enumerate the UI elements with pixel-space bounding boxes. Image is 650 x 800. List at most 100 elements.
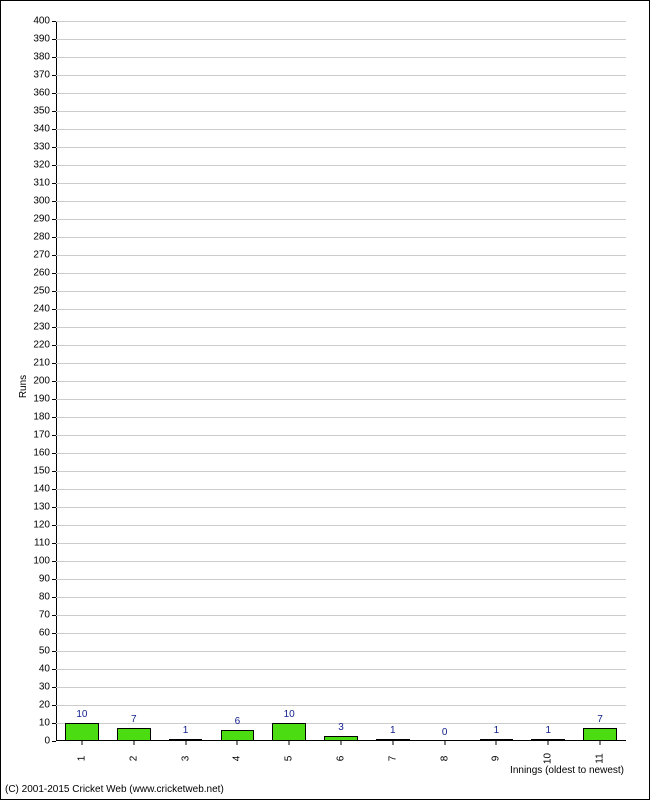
y-tick-label: 180 — [33, 412, 50, 423]
y-tick-label: 120 — [33, 520, 50, 531]
gridline — [56, 363, 626, 364]
bar-value-label: 7 — [597, 714, 603, 725]
y-tick-label: 390 — [33, 34, 50, 45]
gridline — [56, 687, 626, 688]
y-tick-label: 150 — [33, 466, 50, 477]
bar-value-label: 10 — [76, 709, 87, 720]
y-tick-label: 170 — [33, 430, 50, 441]
gridline — [56, 201, 626, 202]
y-tick-label: 70 — [39, 610, 50, 621]
gridline — [56, 165, 626, 166]
x-tick-label: 4 — [232, 756, 243, 762]
y-tick-label: 140 — [33, 484, 50, 495]
y-tick-label: 210 — [33, 358, 50, 369]
y-tick-label: 300 — [33, 196, 50, 207]
gridline — [56, 327, 626, 328]
bar-value-label: 7 — [131, 714, 137, 725]
gridline — [56, 345, 626, 346]
bar-value-label: 10 — [284, 709, 295, 720]
bar-value-label: 6 — [235, 716, 241, 727]
y-tick-label: 30 — [39, 682, 50, 693]
y-tick-label: 230 — [33, 322, 50, 333]
y-tick-label: 350 — [33, 106, 50, 117]
gridline — [56, 291, 626, 292]
bar — [272, 723, 306, 741]
gridline — [56, 399, 626, 400]
y-tick-label: 80 — [39, 592, 50, 603]
bar-value-label: 0 — [442, 727, 448, 738]
gridline — [56, 471, 626, 472]
y-tick-label: 110 — [34, 538, 50, 549]
plot-area: 0102030405060708090100110120130140150160… — [56, 21, 626, 741]
x-tick-label: 11 — [595, 753, 606, 763]
gridline — [56, 21, 626, 22]
y-tick-label: 380 — [33, 52, 50, 63]
gridline — [56, 615, 626, 616]
y-axis-label: Runs — [18, 375, 29, 398]
bar — [117, 728, 151, 741]
gridline — [56, 75, 626, 76]
y-tick-label: 200 — [33, 376, 50, 387]
y-tick-label: 130 — [33, 502, 50, 513]
y-tick-label: 320 — [33, 160, 50, 171]
gridline — [56, 435, 626, 436]
y-tick-label: 100 — [33, 556, 50, 567]
bar — [221, 730, 255, 741]
y-tick-label: 370 — [33, 70, 50, 81]
bar-value-label: 1 — [390, 725, 396, 736]
y-tick-label: 260 — [33, 268, 50, 279]
x-tick-label: 10 — [543, 753, 554, 764]
x-tick-label: 5 — [284, 756, 295, 762]
x-tick-label: 9 — [491, 756, 502, 762]
gridline — [56, 309, 626, 310]
x-tick-label: 1 — [76, 756, 87, 762]
y-tick-label: 330 — [33, 142, 50, 153]
y-tick-label: 20 — [39, 700, 50, 711]
bar-value-label: 3 — [338, 722, 344, 733]
gridline — [56, 57, 626, 58]
x-tick-label: 7 — [387, 756, 398, 762]
gridline — [56, 561, 626, 562]
gridline — [56, 219, 626, 220]
gridline — [56, 111, 626, 112]
y-tick-label: 190 — [33, 394, 50, 405]
y-tick-label: 90 — [39, 574, 50, 585]
x-tick-label: 3 — [180, 756, 191, 762]
y-tick-label: 310 — [33, 178, 50, 189]
gridline — [56, 705, 626, 706]
y-tick-label: 280 — [33, 232, 50, 243]
y-tick-label: 360 — [33, 88, 50, 99]
gridline — [56, 273, 626, 274]
bar-value-label: 1 — [183, 725, 189, 736]
gridline — [56, 543, 626, 544]
gridline — [56, 669, 626, 670]
y-tick-label: 0 — [44, 736, 50, 747]
y-tick-label: 220 — [33, 340, 50, 351]
x-axis-label: Innings (oldest to newest) — [510, 765, 624, 776]
gridline — [56, 255, 626, 256]
gridline — [56, 39, 626, 40]
gridline — [56, 489, 626, 490]
gridline — [56, 597, 626, 598]
gridline — [56, 237, 626, 238]
y-tick-label: 40 — [39, 664, 50, 675]
gridline — [56, 525, 626, 526]
x-tick-label: 6 — [336, 756, 347, 762]
copyright-text: (C) 2001-2015 Cricket Web (www.cricketwe… — [5, 784, 224, 795]
chart-container: 0102030405060708090100110120130140150160… — [0, 0, 650, 800]
x-tick-label: 2 — [128, 756, 139, 762]
bar — [583, 728, 617, 741]
bar — [65, 723, 99, 741]
bar-value-label: 1 — [494, 725, 500, 736]
y-tick-label: 340 — [33, 124, 50, 135]
gridline — [56, 147, 626, 148]
gridline — [56, 129, 626, 130]
y-tick-label: 10 — [39, 718, 50, 729]
x-tick-label: 8 — [439, 756, 450, 762]
bar-value-label: 1 — [545, 725, 551, 736]
y-tick-label: 270 — [33, 250, 50, 261]
gridline — [56, 579, 626, 580]
y-tick-label: 240 — [33, 304, 50, 315]
y-tick-label: 400 — [33, 16, 50, 27]
gridline — [56, 183, 626, 184]
